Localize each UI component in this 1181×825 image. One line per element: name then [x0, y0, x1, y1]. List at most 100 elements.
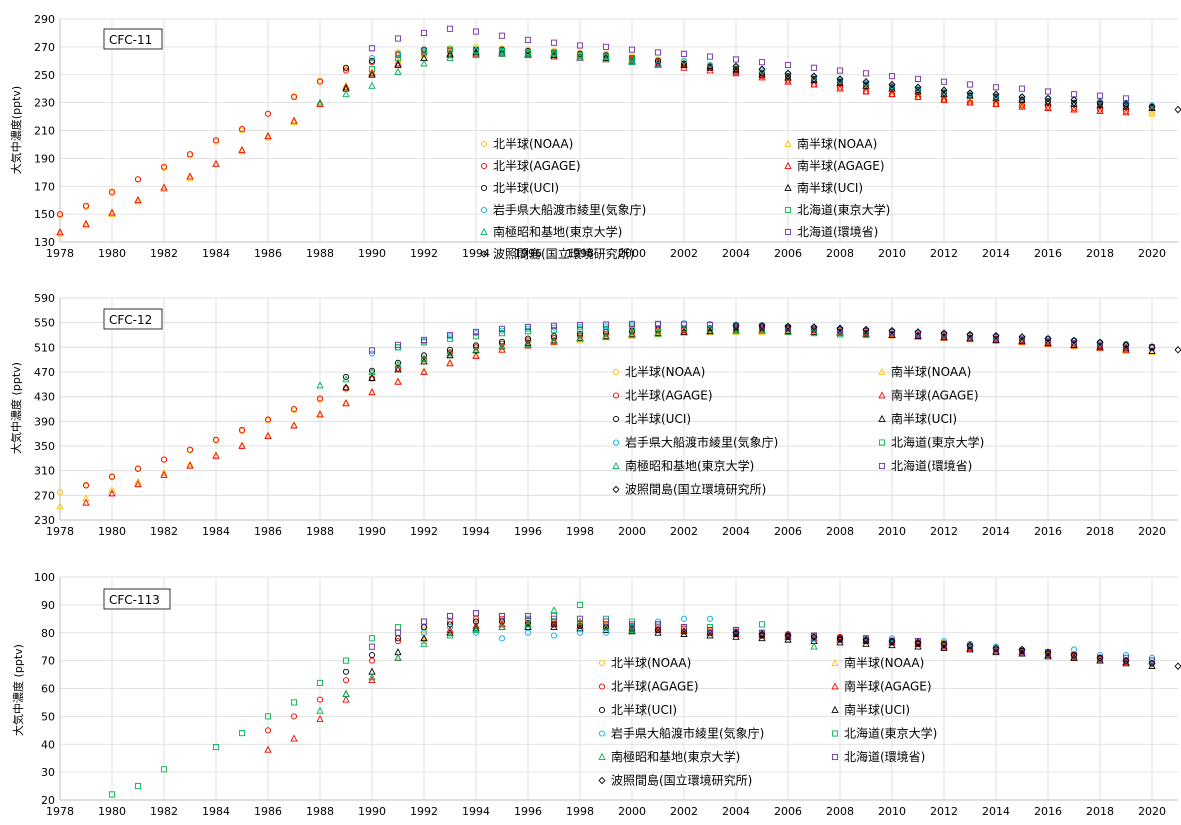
data-point — [914, 638, 922, 645]
data-point — [472, 622, 480, 631]
data-point — [446, 53, 454, 61]
data-point — [524, 338, 532, 346]
data-point — [602, 321, 610, 328]
data-point — [550, 322, 558, 329]
data-point — [290, 116, 298, 124]
data-point — [394, 653, 402, 661]
data-point — [524, 620, 532, 628]
legend-marker — [612, 461, 620, 469]
legend-marker — [598, 752, 606, 760]
data-point — [966, 89, 974, 97]
data-point — [810, 64, 818, 71]
data-point — [888, 82, 896, 89]
x-tick-label: 1996 — [514, 247, 542, 260]
data-point — [680, 60, 688, 68]
legend-marker — [878, 462, 886, 470]
data-point — [940, 331, 948, 339]
data-point — [186, 461, 194, 469]
data-point — [888, 326, 896, 335]
data-point — [628, 627, 636, 635]
data-point — [1096, 106, 1104, 114]
data-point — [446, 624, 454, 631]
legend-label: 北半球(UCI) — [611, 703, 677, 717]
data-point — [576, 615, 584, 622]
data-point — [992, 334, 1000, 341]
x-tick-label: 1992 — [410, 247, 438, 260]
data-point — [966, 334, 974, 342]
y-tick-label: 590 — [34, 292, 55, 305]
y-tick-label: 470 — [34, 366, 55, 379]
x-tick-label: 2016 — [1034, 247, 1062, 260]
data-point — [1122, 654, 1130, 661]
data-point — [1044, 104, 1052, 112]
legend-marker — [878, 367, 886, 375]
data-point — [316, 679, 324, 686]
data-point — [862, 328, 870, 335]
data-point — [680, 50, 688, 57]
data-point — [420, 29, 428, 36]
legend-label: 波照間島(国立環境研究所) — [493, 246, 634, 261]
data-point — [914, 332, 922, 340]
data-point — [940, 643, 948, 651]
data-point — [420, 49, 428, 56]
data-point — [342, 64, 350, 71]
data-point — [472, 624, 480, 632]
data-point — [368, 643, 376, 650]
data-point — [1122, 100, 1130, 108]
data-point — [108, 791, 116, 798]
data-point — [524, 328, 532, 335]
data-point — [472, 625, 480, 633]
data-point — [1122, 659, 1130, 667]
data-point — [680, 615, 688, 622]
x-tick-label: 1986 — [254, 247, 282, 260]
data-point — [732, 632, 740, 640]
data-point — [316, 696, 324, 703]
data-point — [82, 498, 90, 506]
data-point — [264, 713, 272, 720]
data-point — [1122, 341, 1130, 349]
data-point — [1122, 99, 1130, 106]
data-point — [342, 689, 350, 697]
y-axis-label: 大気中濃度 (pptv) — [11, 644, 25, 736]
series-triangle-00b050 — [316, 49, 636, 106]
data-point — [1096, 342, 1104, 350]
data-point — [862, 639, 870, 647]
data-point — [82, 482, 90, 489]
data-point — [394, 341, 402, 348]
data-point — [394, 365, 402, 373]
x-tick-label: 1994 — [462, 805, 490, 818]
data-point — [134, 197, 142, 205]
series-circle-ff0000 — [56, 48, 1130, 218]
data-point — [394, 360, 402, 368]
series-square-7030a0 — [368, 25, 1130, 102]
legend-label: 南極昭和基地(東京大学) — [625, 458, 754, 473]
legend-marker — [598, 706, 606, 714]
data-point — [1018, 102, 1026, 110]
data-point — [784, 69, 792, 78]
data-point — [888, 330, 896, 338]
data-point — [290, 421, 298, 429]
data-point — [888, 80, 896, 89]
legend-marker — [480, 184, 488, 192]
data-point — [1148, 103, 1156, 111]
data-point — [654, 49, 662, 56]
series-circle-ffc000 — [420, 617, 1104, 661]
data-point — [82, 202, 90, 209]
data-point — [1174, 662, 1181, 670]
data-point — [82, 494, 90, 502]
legend-marker — [831, 730, 839, 737]
data-point — [446, 335, 454, 342]
data-point — [836, 634, 844, 643]
y-tick-label: 510 — [34, 341, 55, 354]
data-point — [550, 49, 558, 57]
data-point — [1096, 101, 1104, 109]
y-tick-label: 150 — [34, 208, 55, 221]
data-point — [914, 85, 922, 92]
data-point — [1096, 98, 1104, 107]
x-tick-label: 1990 — [358, 247, 386, 260]
data-point — [472, 328, 480, 335]
data-point — [784, 635, 792, 643]
data-point — [1148, 102, 1156, 109]
data-point — [342, 83, 350, 91]
data-point — [446, 351, 454, 359]
